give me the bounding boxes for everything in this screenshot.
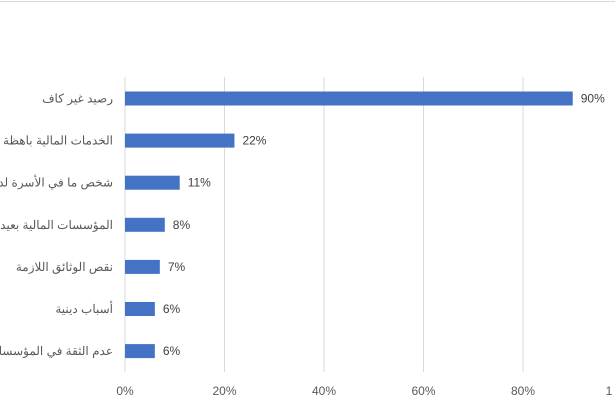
data-label: 90% (581, 92, 605, 106)
category-label: رصيد غير كاف (42, 92, 113, 106)
x-tick-label: 60% (411, 384, 435, 398)
x-tick-label: 20% (212, 384, 236, 398)
top-border (0, 1, 615, 2)
bar (125, 217, 165, 232)
data-label: 22% (242, 134, 266, 148)
data-label: 8% (173, 218, 191, 232)
data-label: 6% (163, 344, 181, 358)
category-label: عدم الثقة في المؤسسات (0, 344, 113, 358)
data-label: 7% (168, 260, 186, 274)
category-label: شخص ما في الأسرة لدي (0, 175, 113, 190)
x-tick-label: 1 (606, 384, 613, 398)
bar (125, 175, 180, 190)
category-label: نقص الوثائق اللازمة (16, 260, 113, 274)
bar (125, 344, 155, 359)
category-label: المؤسسات المالية بعيدة (0, 218, 113, 232)
data-label: 6% (163, 302, 181, 316)
bar (125, 91, 573, 106)
bar (125, 302, 155, 316)
bar (125, 259, 160, 274)
x-tick-label: 80% (511, 384, 535, 398)
x-tick-label: 0% (116, 384, 134, 398)
bar (125, 133, 235, 148)
x-tick-label: 40% (312, 384, 336, 398)
category-label: الخدمات المالية باهظة (3, 134, 113, 148)
category-label: أسباب دينية (55, 301, 113, 316)
data-label: 11% (188, 176, 211, 190)
